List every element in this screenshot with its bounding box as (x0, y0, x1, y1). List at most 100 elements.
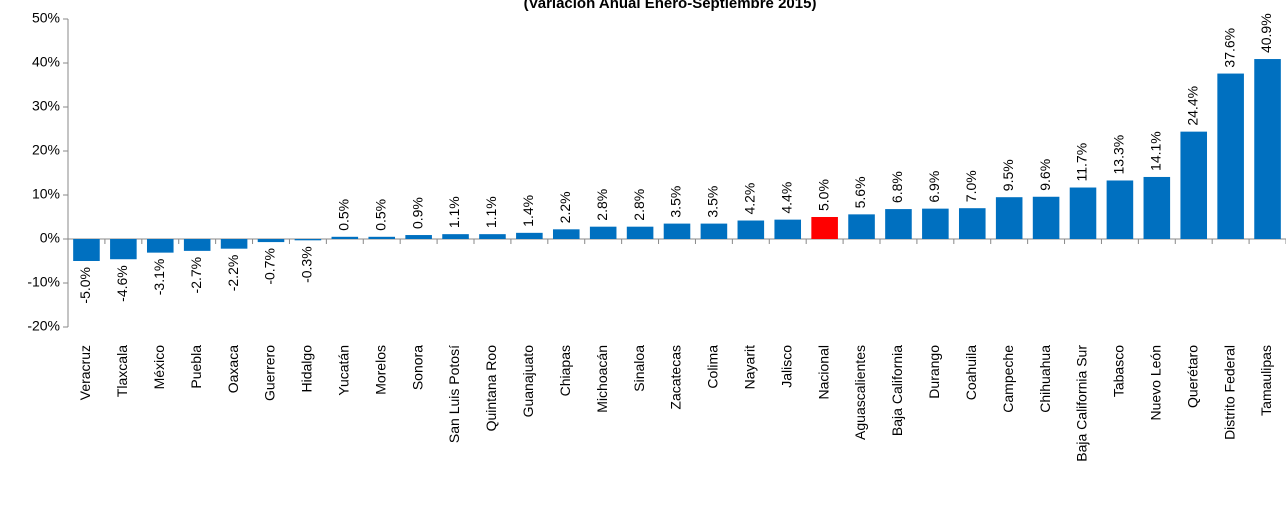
x-tick-label: Sinaloa (631, 345, 647, 392)
data-label: 6.9% (926, 171, 942, 203)
bar (294, 239, 322, 241)
bar (1217, 73, 1244, 239)
x-tick-label: Tlaxcala (114, 345, 130, 397)
data-label: 40.9% (1258, 13, 1274, 53)
x-tick-label: México (151, 345, 167, 390)
data-label: 13.3% (1111, 135, 1127, 175)
x-tick-label: Michoacán (594, 345, 610, 413)
data-label: 2.8% (631, 189, 647, 221)
x-tick-label: Querétaro (1184, 345, 1200, 408)
x-tick-label: Baja California Sur (1074, 345, 1090, 462)
bar (958, 208, 986, 239)
data-label: 24.4% (1184, 86, 1200, 126)
data-label: 5.0% (815, 179, 831, 211)
y-tick-label: 40% (32, 54, 60, 70)
bar (73, 239, 100, 261)
y-tick-label: -10% (27, 274, 60, 290)
bar (626, 226, 654, 239)
data-label: 9.5% (1000, 159, 1016, 191)
x-tick-label: Hidalgo (299, 345, 315, 393)
x-tick-label: Aguascalientes (852, 345, 868, 440)
data-label: 0.5% (372, 199, 388, 231)
x-tick-label: Yucatán (336, 345, 352, 396)
x-tick-label: San Luis Potosí (446, 345, 462, 443)
chart-title: (Variación Anual Enero-Septiembre 2015) (524, 0, 817, 12)
data-label: 1.1% (483, 196, 499, 228)
data-label: 3.5% (705, 186, 721, 218)
x-tick-label: Nuevo León (1148, 345, 1164, 421)
x-tick-label: Veracruz (77, 345, 93, 400)
x-tick-label: Zacatecas (668, 345, 684, 410)
data-label: -4.6% (114, 265, 130, 302)
y-tick-label: 20% (32, 142, 60, 158)
data-label: 2.2% (557, 191, 573, 223)
bar (1069, 187, 1097, 239)
bar (331, 236, 359, 239)
bar (700, 223, 728, 239)
x-tick-label: Puebla (188, 345, 204, 389)
x-tick-label: Nacional (815, 345, 831, 399)
bar (405, 235, 432, 239)
y-tick-label: 0% (40, 230, 60, 246)
bar (1254, 59, 1281, 239)
bar (220, 239, 248, 249)
bar (146, 239, 174, 253)
bar (183, 239, 211, 251)
data-label: 7.0% (963, 170, 979, 202)
x-tick-label: Colima (705, 345, 721, 389)
bar (737, 220, 765, 239)
x-tick-label: Chiapas (557, 345, 573, 396)
bar (1180, 131, 1208, 239)
bar (516, 232, 543, 239)
data-label: 2.8% (594, 189, 610, 221)
bar (1106, 180, 1134, 239)
x-tick-label: Chihuahua (1037, 345, 1053, 413)
x-tick-label: Nayarit (742, 345, 758, 389)
x-tick-label: Guanajuato (520, 345, 536, 418)
x-tick-label: Sonora (409, 345, 425, 390)
bar (922, 208, 949, 239)
data-label: 14.1% (1148, 131, 1164, 171)
bar (995, 197, 1023, 239)
bar (811, 217, 838, 239)
data-label: 4.2% (742, 183, 758, 215)
data-label: -2.7% (188, 257, 204, 294)
y-tick-label: -20% (27, 318, 60, 334)
data-label: 6.8% (889, 171, 905, 203)
data-label: 9.6% (1037, 159, 1053, 191)
bar (1032, 196, 1060, 239)
x-tick-label: Baja California (889, 345, 905, 436)
data-label: -2.2% (225, 255, 241, 292)
data-label: 5.6% (852, 176, 868, 208)
data-label: 11.7% (1074, 143, 1090, 182)
data-label: 0.9% (409, 197, 425, 229)
x-tick-label: Distrito Federal (1221, 345, 1237, 440)
bar (110, 239, 137, 260)
x-tick-label: Guerrero (262, 345, 278, 401)
x-tick-label: Tabasco (1111, 345, 1127, 397)
bar (479, 234, 506, 239)
bar (774, 219, 802, 239)
x-tick-label: Tamaulipas (1258, 345, 1274, 416)
data-label: 37.6% (1221, 28, 1237, 68)
data-label: -5.0% (77, 267, 93, 304)
bar (257, 239, 285, 243)
x-tick-label: Jalisco (778, 345, 794, 388)
bar (663, 223, 691, 239)
data-label: 0.5% (336, 199, 352, 231)
data-label: 1.1% (446, 196, 462, 228)
y-tick-label: 30% (32, 98, 60, 114)
x-tick-label: Coahuila (963, 345, 979, 400)
data-label: 1.4% (520, 195, 536, 227)
bar (1143, 176, 1171, 239)
y-tick-label: 50% (32, 10, 60, 26)
data-label: 3.5% (668, 186, 684, 218)
bar (368, 236, 396, 239)
bar (442, 234, 469, 239)
data-label: -0.3% (299, 246, 315, 283)
x-tick-label: Quintana Roo (483, 345, 499, 432)
x-tick-label: Morelos (372, 345, 388, 395)
bar (885, 209, 912, 239)
x-tick-label: Campeche (1000, 345, 1016, 413)
